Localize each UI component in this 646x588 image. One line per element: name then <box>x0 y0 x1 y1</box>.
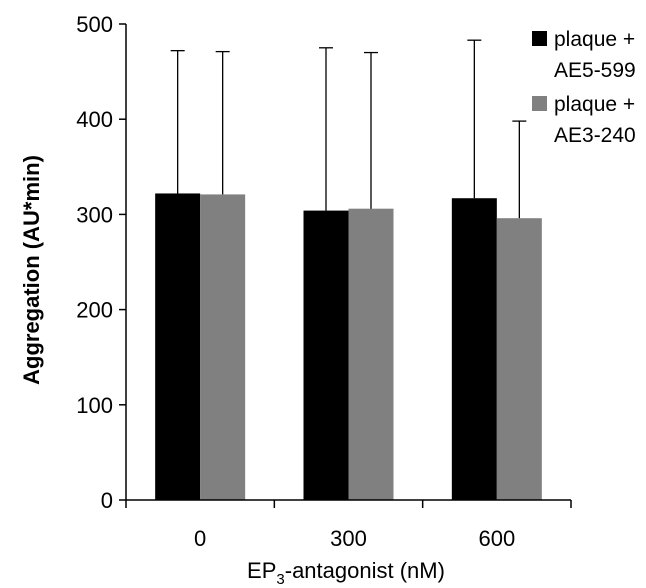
bar <box>496 218 542 500</box>
legend-label-2-line1: plaque + <box>554 93 635 116</box>
x-tick-label: 600 <box>478 526 515 551</box>
y-tick-label: 100 <box>76 393 113 418</box>
legend-label-1-line1: plaque + <box>554 28 635 51</box>
y-tick-label: 400 <box>76 107 113 132</box>
bars-layer <box>155 193 542 501</box>
y-tick-label: 0 <box>101 488 113 513</box>
legend-entry-2: plaque + AE3-240 <box>532 93 636 147</box>
legend: plaque + AE5-599 plaque + AE3-240 <box>532 28 636 147</box>
bar <box>155 193 201 500</box>
y-tick-label: 200 <box>76 298 113 323</box>
legend-swatch-2 <box>532 96 547 111</box>
legend-label-2-line2: AE3-240 <box>554 124 636 147</box>
x-axis-title: EP3-antagonist (nM) <box>247 558 445 588</box>
y-axis-title: Aggregation (AU*min) <box>19 155 44 385</box>
x-axis-ticks: 0 300 600 <box>125 500 572 551</box>
bar <box>348 208 394 501</box>
x-tick-label: 300 <box>330 526 367 551</box>
bar <box>451 198 497 500</box>
x-axis-title-prefix: EP <box>247 558 276 583</box>
legend-entry-1: plaque + AE5-599 <box>532 28 636 82</box>
bar <box>303 210 349 501</box>
bar <box>200 194 246 500</box>
x-axis-title-subscript: 3 <box>276 571 284 588</box>
y-tick-label: 300 <box>76 202 113 227</box>
y-axis-ticks: 0 100 200 300 400 500 <box>76 12 126 513</box>
x-axis-title-suffix: -antagonist (nM) <box>285 558 445 583</box>
x-tick-label: 0 <box>194 526 206 551</box>
legend-swatch-1 <box>532 31 547 46</box>
error-bars-layer <box>170 39 527 219</box>
y-tick-label: 500 <box>76 12 113 37</box>
legend-label-1-line2: AE5-599 <box>554 59 636 82</box>
